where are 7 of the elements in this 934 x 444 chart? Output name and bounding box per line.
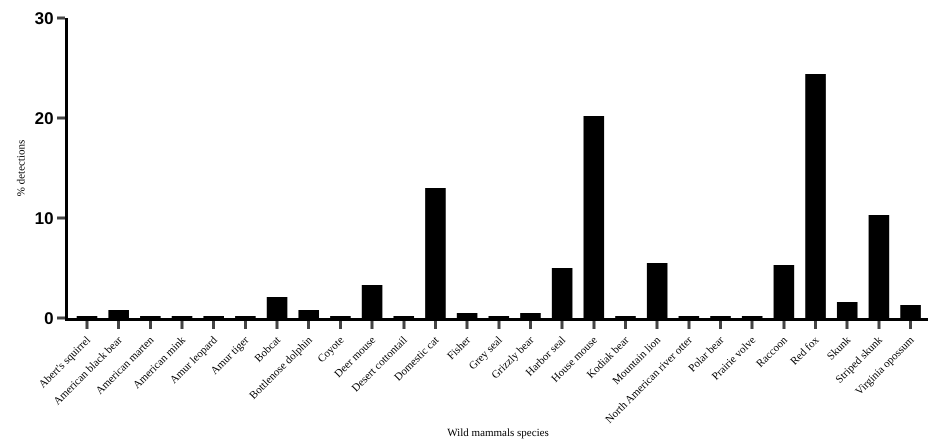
x-axis-title: Wild mammals species xyxy=(447,427,549,440)
y-axis-title: % detections xyxy=(15,140,28,196)
y-tick-label: 0 xyxy=(44,308,54,328)
y-tick-label: 20 xyxy=(34,108,54,128)
y-tick-label: 10 xyxy=(34,208,54,228)
y-tick-label: 30 xyxy=(34,8,54,28)
x-tick-label: Red fox xyxy=(788,334,822,368)
